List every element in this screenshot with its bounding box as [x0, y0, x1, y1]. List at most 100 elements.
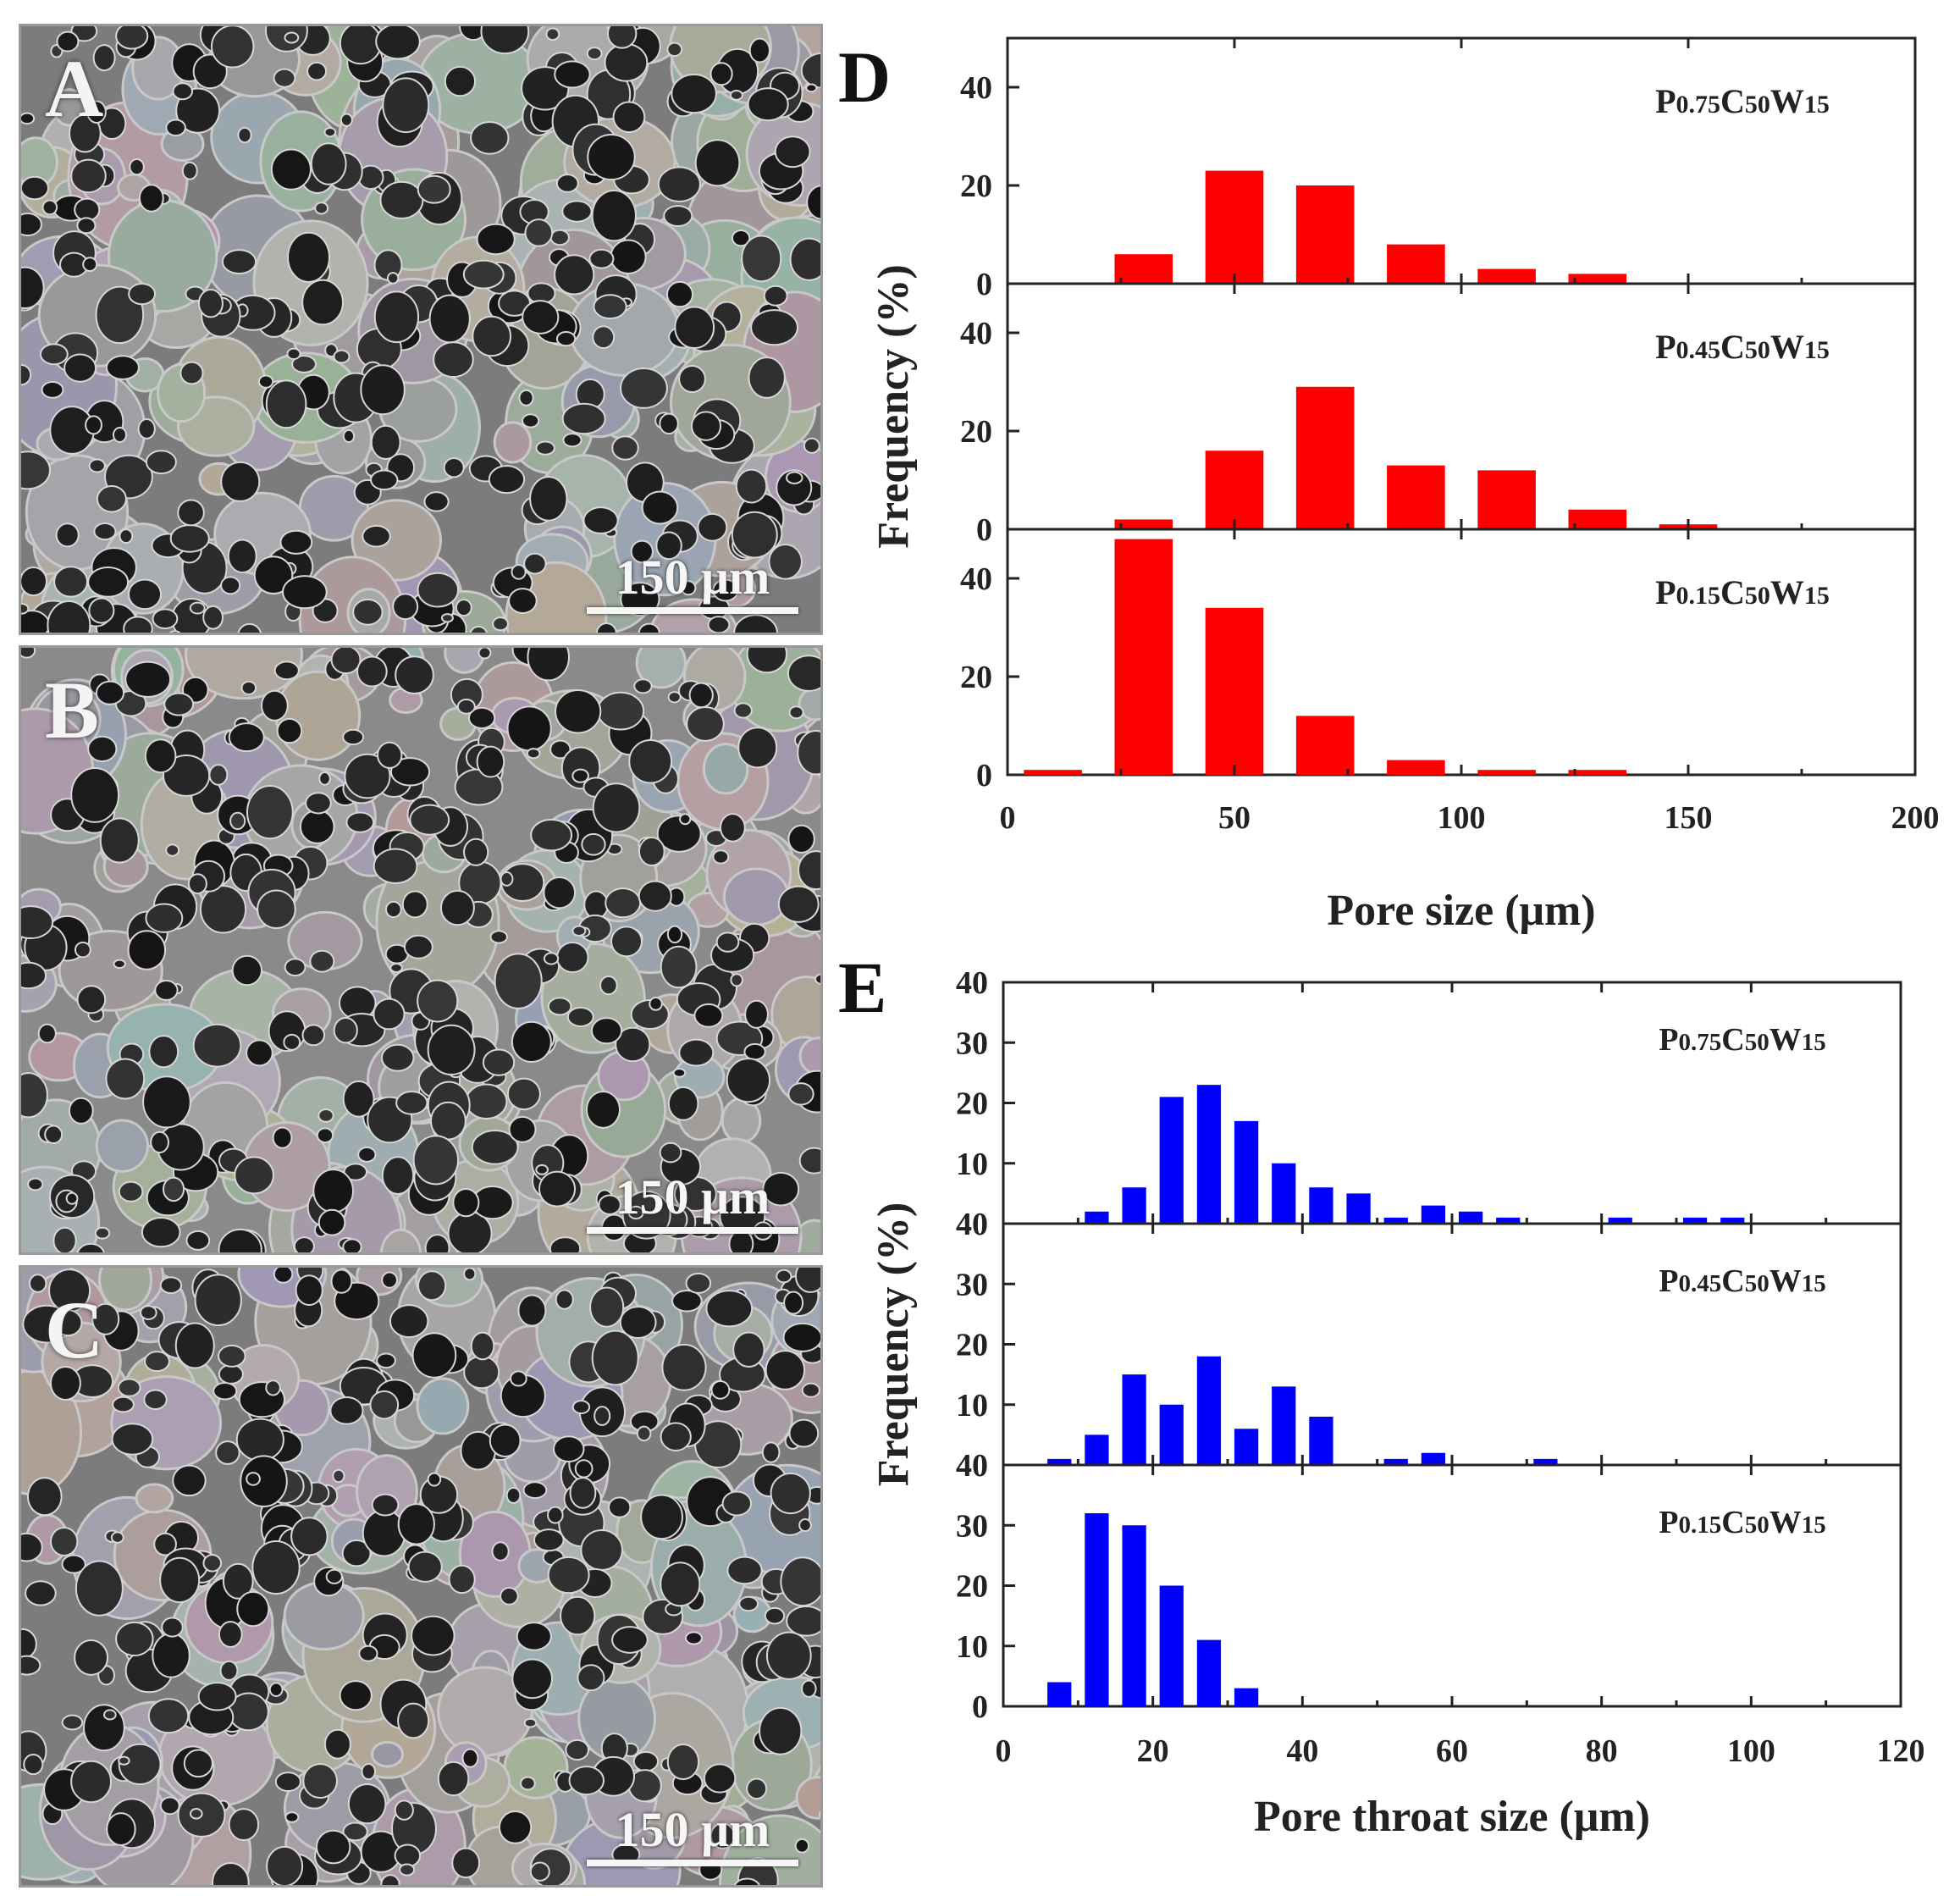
sem-pore	[222, 1562, 254, 1600]
sem-pore	[571, 925, 587, 937]
sem-pore	[712, 849, 730, 865]
sem-pore	[451, 1847, 481, 1879]
sem-pore	[111, 1423, 154, 1456]
sem-pore	[21, 1072, 48, 1119]
sem-pore	[228, 1808, 260, 1842]
sem-pore	[305, 792, 332, 815]
sem-pore	[439, 889, 475, 926]
sem-pore	[555, 942, 589, 974]
sem-pore	[715, 931, 740, 953]
sem-pore	[786, 1605, 820, 1637]
sem-pore	[549, 229, 570, 246]
y-tick-label: 0	[976, 758, 992, 793]
histogram-bar	[1205, 170, 1264, 284]
series-label-letter: P	[1655, 82, 1676, 120]
sem-pore	[596, 691, 645, 731]
histogram-bar	[1159, 1097, 1184, 1224]
series-label-letter: P	[1655, 328, 1676, 366]
sem-pore	[21, 648, 36, 659]
sem-pore	[340, 113, 353, 127]
histogram-bar	[1608, 1217, 1632, 1224]
sem-pore	[554, 254, 595, 296]
sem-pore	[299, 809, 335, 844]
sem-pore	[376, 1352, 396, 1369]
sem-pore	[25, 1580, 57, 1606]
histogram-bar	[1458, 1211, 1483, 1224]
sem-pore	[154, 980, 179, 1001]
subplot-frame	[1006, 282, 1917, 531]
sem-cell	[98, 1268, 153, 1312]
sem-pore	[547, 1506, 564, 1524]
sem-pore	[571, 768, 589, 783]
sem-pore	[787, 1082, 814, 1106]
sem-pore	[608, 1496, 632, 1518]
sem-pore	[656, 815, 702, 853]
sem-pore	[547, 1556, 590, 1595]
sem-cell	[722, 867, 790, 926]
scale-bar-label: 150 μm	[615, 1169, 770, 1224]
sem-pore	[569, 1477, 597, 1509]
histogram-bar	[1659, 524, 1718, 529]
sem-pore	[748, 357, 786, 399]
sem-pore	[265, 1379, 281, 1396]
sem-pore	[407, 1551, 443, 1583]
sem-pore	[397, 1702, 430, 1739]
y-tick-label: 40	[956, 965, 988, 1001]
series-label-subscript: 15	[1802, 1029, 1826, 1056]
sem-pore	[163, 1176, 185, 1202]
y-tick-label: 40	[956, 1448, 988, 1484]
histogram-bar	[1346, 1193, 1371, 1224]
histogram-bar	[1477, 470, 1536, 529]
sem-pore	[417, 979, 459, 1023]
sem-pore	[783, 1291, 804, 1315]
sem-pore	[666, 41, 683, 58]
y-tick-label: 20	[960, 414, 992, 450]
sem-pore	[806, 185, 820, 220]
sem-pore	[341, 1539, 372, 1567]
sem-pore	[671, 1290, 703, 1313]
y-axis-title: Frequency (%)	[870, 264, 918, 549]
sem-pore	[399, 1863, 416, 1877]
sem-pore	[127, 578, 163, 611]
sem-pore	[381, 1271, 398, 1289]
sem-pore	[172, 82, 194, 101]
sem-pore	[221, 249, 257, 275]
sem-pore	[150, 1130, 169, 1154]
sem-pore	[517, 1294, 547, 1327]
sem-pore	[667, 691, 682, 704]
series-label-letter: C	[1720, 573, 1745, 611]
sem-pore	[189, 601, 206, 615]
sem-pore	[707, 616, 731, 633]
sem-pore	[547, 997, 572, 1016]
sem-pore	[202, 605, 224, 630]
series-label-subscript: 15	[1804, 582, 1830, 610]
subplot-frame	[1002, 1463, 1902, 1708]
sem-pore	[129, 158, 145, 176]
sem-pore	[330, 648, 362, 675]
series-label: P0.45C50W15	[1659, 1263, 1825, 1299]
scale-bar-line	[587, 1860, 798, 1866]
histogram-bar	[1024, 770, 1082, 775]
sem-pore	[709, 62, 733, 86]
sem-pore	[480, 26, 530, 55]
sem-pore	[590, 1017, 623, 1045]
sem-pore	[283, 1033, 301, 1051]
sem-pore	[49, 1526, 79, 1556]
sem-pore	[660, 945, 698, 989]
histogram-bar	[1205, 451, 1264, 529]
sem-pore	[152, 1633, 190, 1678]
series-label-letter: W	[1770, 82, 1804, 120]
sem-pore	[102, 1709, 117, 1721]
sem-pore	[273, 68, 296, 88]
sem-pore	[471, 1130, 519, 1165]
sem-pore	[666, 280, 694, 308]
series-label-subscript: 50	[1745, 336, 1770, 364]
sem-pore	[143, 1389, 168, 1411]
sem-pore	[580, 1528, 623, 1571]
histogram-bar	[1085, 1513, 1109, 1706]
sem-pore	[197, 1682, 237, 1711]
sem-pore	[649, 997, 663, 1011]
histogram-bar	[1085, 1211, 1109, 1224]
sem-pore	[606, 26, 638, 49]
sem-pore	[92, 44, 116, 72]
